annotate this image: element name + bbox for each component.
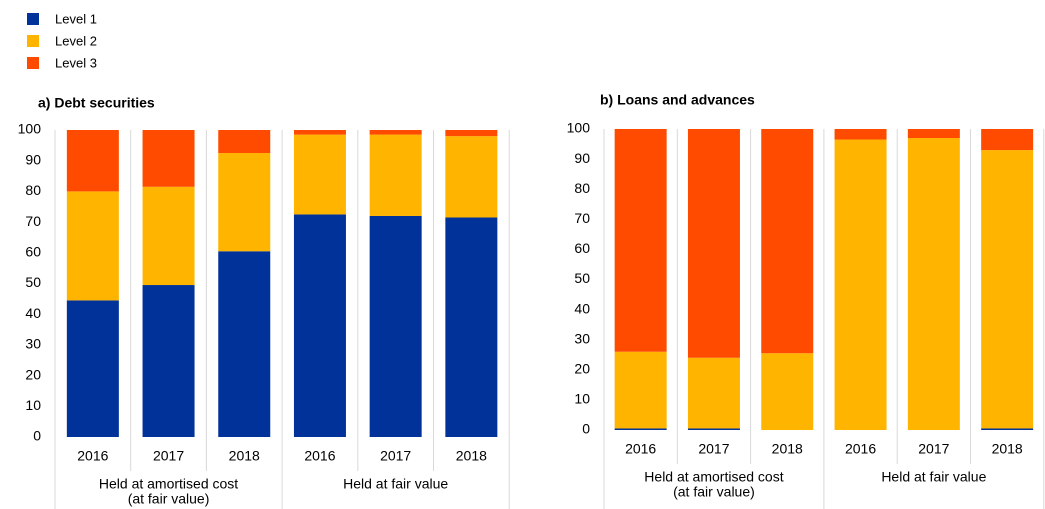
y-tick-label: 90 — [25, 151, 41, 167]
group-label: Held at amortised cost — [99, 476, 238, 492]
x-tick-label: 2017 — [153, 448, 184, 464]
bar-segment — [761, 129, 814, 354]
x-tick-label: 2017 — [380, 448, 411, 464]
x-tick-label: 2017 — [698, 441, 729, 457]
x-tick-label: 2017 — [918, 441, 949, 457]
y-tick-label: 20 — [574, 361, 590, 377]
bar-segment — [687, 428, 740, 430]
legend-swatch — [27, 13, 39, 25]
bar-segment — [369, 215, 422, 437]
bar-segment — [981, 150, 1034, 429]
y-tick-label: 10 — [25, 397, 41, 413]
bar-segment — [834, 139, 887, 430]
x-tick-label: 2018 — [992, 441, 1023, 457]
y-tick-label: 90 — [574, 150, 590, 166]
y-tick-label: 0 — [582, 421, 590, 437]
group-label: Held at amortised cost — [644, 469, 783, 485]
x-tick-label: 2016 — [845, 441, 876, 457]
bar-segment — [142, 285, 195, 437]
bar-segment — [687, 357, 740, 429]
bar-segment — [614, 428, 667, 430]
y-tick-label: 30 — [25, 336, 41, 352]
bar-segment — [614, 351, 667, 429]
legend-label: Level 2 — [55, 33, 97, 48]
bar-segment — [981, 129, 1034, 151]
bar-segment — [687, 129, 740, 358]
bar-segment — [66, 300, 119, 437]
y-tick-label: 0 — [33, 428, 41, 444]
x-tick-label: 2018 — [229, 448, 260, 464]
legend-swatch — [27, 57, 39, 69]
y-tick-label: 10 — [574, 391, 590, 407]
y-tick-label: 80 — [574, 180, 590, 196]
bar-segment — [445, 217, 498, 437]
y-tick-label: 40 — [574, 300, 590, 316]
legend-label: Level 1 — [55, 11, 97, 26]
y-tick-label: 70 — [25, 213, 41, 229]
bar-segment — [907, 129, 960, 139]
bar-segment — [142, 186, 195, 286]
bar-segment — [981, 428, 1034, 430]
y-tick-label: 60 — [574, 240, 590, 256]
bar-segment — [66, 130, 119, 192]
bar-segment — [445, 136, 498, 218]
bar-segment — [293, 130, 346, 135]
bar-segment — [445, 130, 498, 137]
bar-segment — [834, 129, 887, 140]
bar-segment — [218, 251, 271, 437]
x-tick-label: 2016 — [77, 448, 108, 464]
bar-segment — [218, 130, 271, 154]
y-tick-label: 50 — [25, 274, 41, 290]
y-tick-label: 60 — [25, 244, 41, 260]
bar-segment — [66, 191, 119, 301]
legend-label: Level 3 — [55, 55, 97, 70]
bar-segment — [761, 353, 814, 430]
y-tick-label: 80 — [25, 182, 41, 198]
x-tick-label: 2016 — [625, 441, 656, 457]
x-tick-label: 2016 — [304, 448, 335, 464]
bar-segment — [293, 214, 346, 437]
y-tick-label: 50 — [574, 270, 590, 286]
legend-swatch — [27, 35, 39, 47]
bar-segment — [142, 130, 195, 187]
x-tick-label: 2018 — [456, 448, 487, 464]
y-tick-label: 70 — [574, 210, 590, 226]
chart-title: a) Debt securities — [38, 95, 155, 111]
bar-segment — [369, 134, 422, 216]
x-tick-label: 2018 — [772, 441, 803, 457]
group-label: Held at fair value — [881, 469, 986, 485]
chart-title: b) Loans and advances — [600, 92, 755, 108]
group-label: (at fair value) — [128, 491, 210, 507]
bar-segment — [907, 138, 960, 430]
y-tick-label: 100 — [567, 120, 591, 136]
bar-segment — [369, 130, 422, 135]
bar-segment — [218, 153, 271, 252]
y-tick-label: 20 — [25, 366, 41, 382]
y-tick-label: 100 — [18, 121, 42, 137]
group-label: Held at fair value — [343, 476, 448, 492]
y-tick-label: 30 — [574, 330, 590, 346]
bar-segment — [293, 134, 346, 215]
y-tick-label: 40 — [25, 305, 41, 321]
bar-segment — [614, 129, 667, 352]
group-label: (at fair value) — [673, 484, 755, 500]
